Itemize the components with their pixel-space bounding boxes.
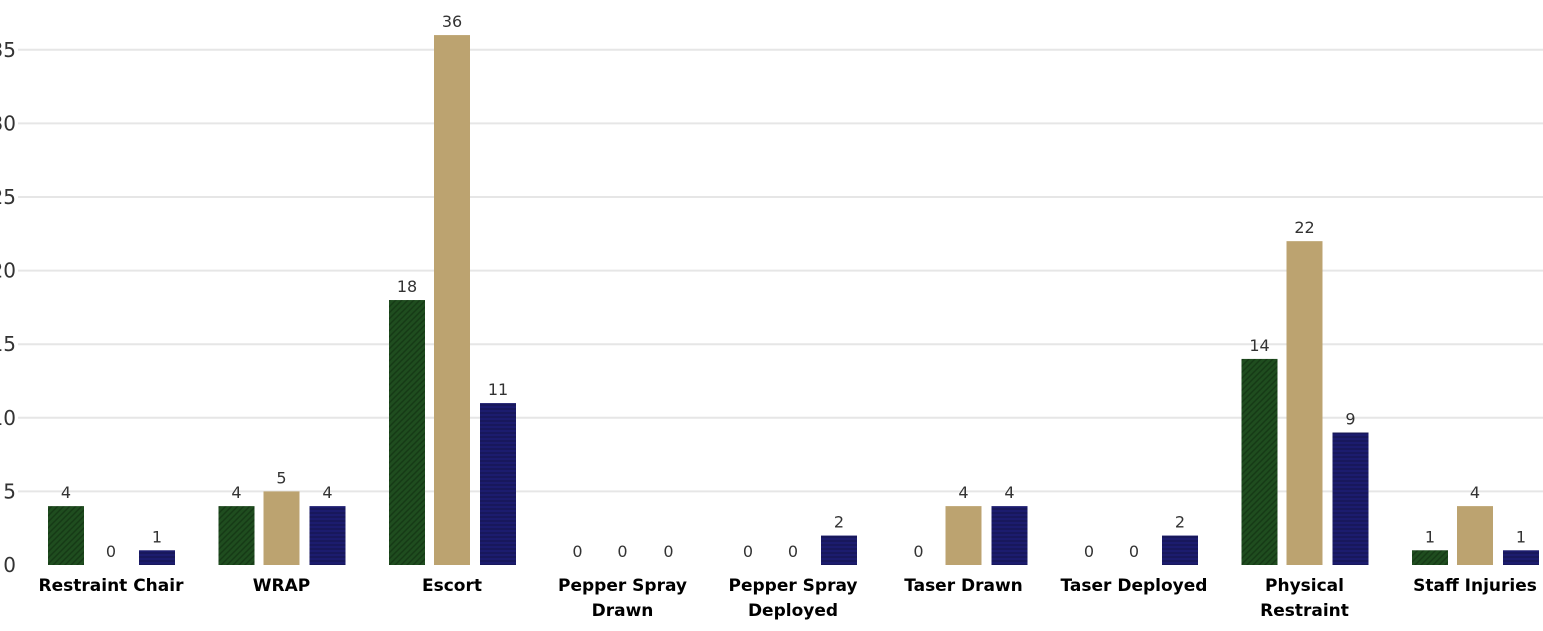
category-label: Pepper Spray Deployed <box>729 576 858 621</box>
data-label: 4 <box>958 483 968 502</box>
data-label: 0 <box>663 542 673 561</box>
bar <box>309 506 346 565</box>
bar <box>991 506 1028 565</box>
data-label: 0 <box>106 542 116 561</box>
y-tick-label: 5 <box>3 479 16 503</box>
data-label: 4 <box>1470 483 1480 502</box>
data-label: 4 <box>322 483 332 502</box>
y-tick-label: 10 <box>0 406 16 430</box>
y-axis-ticks: 0 5 10 15 20 25 30 35 <box>0 38 16 577</box>
category-label: Escort <box>422 576 482 596</box>
bar <box>1241 358 1278 565</box>
bar <box>1162 535 1198 565</box>
data-label: 18 <box>397 277 417 296</box>
bar <box>945 506 982 565</box>
category-label-line: WRAP <box>253 576 310 596</box>
data-label: 0 <box>1084 542 1094 561</box>
category-label-line: Physical <box>1265 576 1344 596</box>
category-labels: Restraint Chair WRAP Escort Pepper Spray Dra… <box>39 576 1537 621</box>
y-tick-label: 25 <box>0 185 16 209</box>
data-label: 5 <box>276 468 286 487</box>
data-label: 1 <box>1516 527 1526 546</box>
category-label: Staff Injuries <box>1413 576 1537 596</box>
category-label-line: Escort <box>422 576 482 596</box>
bar <box>1412 550 1448 565</box>
y-tick-label: 35 <box>0 38 16 62</box>
bar <box>1457 506 1493 565</box>
data-label: 4 <box>61 483 71 502</box>
category-label-line: Restraint Chair <box>39 576 185 596</box>
data-label: 4 <box>1004 483 1014 502</box>
category-label-line: Pepper Spray <box>729 576 858 596</box>
category-label-line: Restraint <box>1260 601 1349 621</box>
y-tick-label: 30 <box>0 111 16 135</box>
category-label-line: Staff Injuries <box>1413 576 1537 596</box>
y-tick-label: 15 <box>0 332 16 356</box>
y-tick-label: 0 <box>3 553 16 577</box>
data-label: 0 <box>572 542 582 561</box>
data-label: 4 <box>231 483 241 502</box>
bar <box>48 506 84 565</box>
bar <box>434 35 470 565</box>
category-label: Pepper Spray Drawn <box>558 576 687 621</box>
data-label: 0 <box>1129 542 1139 561</box>
bar <box>139 550 175 565</box>
data-label: 2 <box>834 513 844 532</box>
bar <box>389 300 425 565</box>
category-label: Taser Drawn <box>904 576 1023 596</box>
data-label: 36 <box>442 12 462 31</box>
data-label: 0 <box>913 542 923 561</box>
bar <box>480 403 516 565</box>
data-label: 0 <box>788 542 798 561</box>
category-label: Physical Restraint <box>1260 576 1349 621</box>
category-label-line: Deployed <box>748 601 838 621</box>
data-label: 22 <box>1294 218 1314 237</box>
category-label-line: Pepper Spray <box>558 576 687 596</box>
y-tick-label: 20 <box>0 259 16 283</box>
category-label: Restraint Chair <box>39 576 185 596</box>
data-label: 0 <box>743 542 753 561</box>
bar <box>1503 550 1539 565</box>
bar <box>263 491 300 565</box>
data-label: 11 <box>488 380 508 399</box>
bar <box>218 506 255 565</box>
data-label: 2 <box>1175 513 1185 532</box>
bar <box>821 535 857 565</box>
category-label: WRAP <box>253 576 310 596</box>
data-label: 1 <box>152 527 162 546</box>
category-label-line: Taser Drawn <box>904 576 1023 596</box>
bar <box>1332 432 1369 565</box>
data-label: 9 <box>1345 410 1355 429</box>
bars <box>48 35 1539 565</box>
category-label-line: Drawn <box>592 601 654 621</box>
category-label-line: Taser Deployed <box>1061 576 1208 596</box>
data-label: 1 <box>1425 527 1435 546</box>
data-label: 0 <box>617 542 627 561</box>
data-label: 14 <box>1249 336 1269 355</box>
gridlines <box>18 48 1543 493</box>
bar <box>1286 241 1323 565</box>
category-label: Taser Deployed <box>1061 576 1208 596</box>
